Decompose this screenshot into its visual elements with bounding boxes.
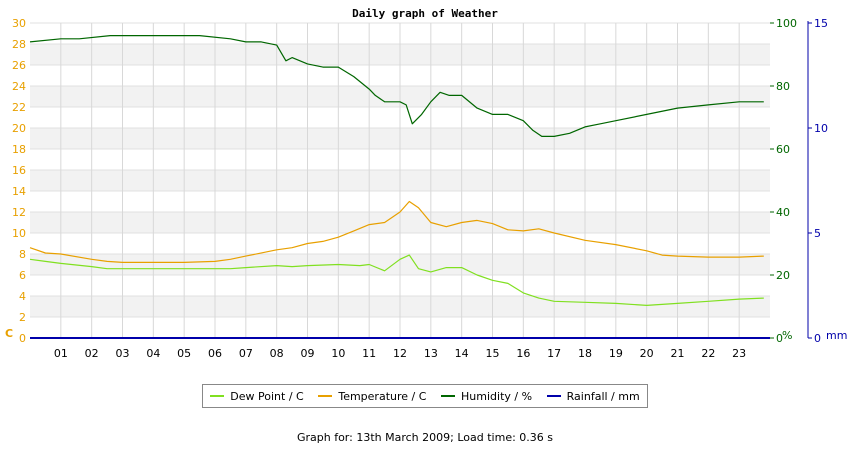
x-tick-label: 01 — [54, 347, 68, 360]
x-tick-label: 18 — [578, 347, 592, 360]
left-tick-label: 4 — [19, 290, 26, 303]
x-tick-label: 03 — [116, 347, 130, 360]
left-tick-label: 8 — [19, 248, 26, 261]
x-tick-label: 19 — [609, 347, 623, 360]
rainfall-swatch — [546, 395, 561, 397]
dew-point-swatch — [210, 395, 225, 397]
left-tick-label: 26 — [12, 59, 26, 72]
x-tick-label: 04 — [146, 347, 160, 360]
x-tick-label: 05 — [177, 347, 191, 360]
x-tick-label: 13 — [424, 347, 438, 360]
x-tick-label: 16 — [516, 347, 530, 360]
humidity-tick-label: 0 — [776, 332, 783, 345]
x-tick-label: 10 — [331, 347, 345, 360]
x-tick-label: 17 — [547, 347, 561, 360]
series-line-temperature — [29, 200, 764, 263]
humidity-tick-label: 60 — [776, 143, 790, 156]
humidity-tick-label: 80 — [776, 80, 790, 93]
x-tick-label: 21 — [671, 347, 685, 360]
chart-title: Daily graph of Weather — [352, 7, 498, 20]
rainfall-tick-label: 10 — [814, 122, 828, 135]
left-tick-label: 28 — [12, 38, 26, 51]
left-tick-label: 14 — [12, 185, 26, 198]
left-tick-label: 20 — [12, 122, 26, 135]
x-tick-label: 09 — [301, 347, 315, 360]
axes-layer — [30, 21, 812, 339]
rainfall-tick-label: 15 — [814, 17, 828, 30]
left-tick-label: 12 — [12, 206, 26, 219]
x-tick-label: 15 — [486, 347, 500, 360]
left-tick-label: 30 — [12, 17, 26, 30]
left-axis-unit: C — [5, 327, 13, 340]
humidity-axis-unit: % — [782, 329, 792, 342]
humidity-tick-label: 40 — [776, 206, 790, 219]
legend-label: Dew Point / C — [230, 389, 304, 403]
x-tick-label: 20 — [640, 347, 654, 360]
x-tick-label: 02 — [85, 347, 99, 360]
vertical-grid — [60, 23, 740, 338]
x-tick-label: 11 — [362, 347, 376, 360]
x-tick-label: 12 — [393, 347, 407, 360]
rainfall-tick-label: 0 — [814, 332, 821, 345]
left-tick-label: 18 — [12, 143, 26, 156]
left-tick-label: 6 — [19, 269, 26, 282]
left-tick-label: 22 — [12, 101, 26, 114]
legend-label: Humidity / % — [461, 389, 533, 403]
x-tick-label: 07 — [239, 347, 253, 360]
left-tick-label: 16 — [12, 164, 26, 177]
humidity-tick-label: 100 — [776, 17, 797, 30]
humidity-swatch — [441, 395, 456, 397]
left-tick-label: 10 — [12, 227, 26, 240]
legend-item-rainfall: Rainfall / mm — [546, 389, 640, 403]
left-tick-label: 24 — [12, 80, 26, 93]
x-tick-label: 23 — [732, 347, 746, 360]
tick-labels: 01 02 03 04 05 06 07 08 09 10 11 12 13 14 15 16 17 18 19 20… — [12, 17, 828, 360]
rainfall-axis-unit: mm — [826, 329, 847, 342]
legend-label: Rainfall / mm — [566, 389, 640, 403]
x-tick-label: 14 — [455, 347, 469, 360]
series-line-dew — [29, 254, 764, 306]
x-tick-label: 06 — [208, 347, 222, 360]
legend-item-dew-point: Dew Point / C — [210, 389, 304, 403]
left-tick-label: 0 — [19, 332, 26, 345]
x-tick-label: 08 — [270, 347, 284, 360]
legend-label: Temperature / C — [338, 389, 427, 403]
legend-item-humidity: Humidity / % — [441, 390, 532, 403]
humidity-tick-label: 20 — [776, 269, 790, 282]
temperature-swatch — [318, 395, 333, 397]
left-tick-label: 2 — [19, 311, 26, 324]
legend-item-temperature: Temperature / C — [318, 390, 426, 403]
x-tick-label: 22 — [701, 347, 715, 360]
series-line-humidity — [29, 34, 764, 137]
rainfall-tick-label: 5 — [814, 227, 821, 240]
footer-text: Graph for: 13th March 2009; Load time: 0… — [296, 431, 554, 444]
legend: Dew Point / C Temperature / C Humidity /… — [202, 384, 648, 408]
